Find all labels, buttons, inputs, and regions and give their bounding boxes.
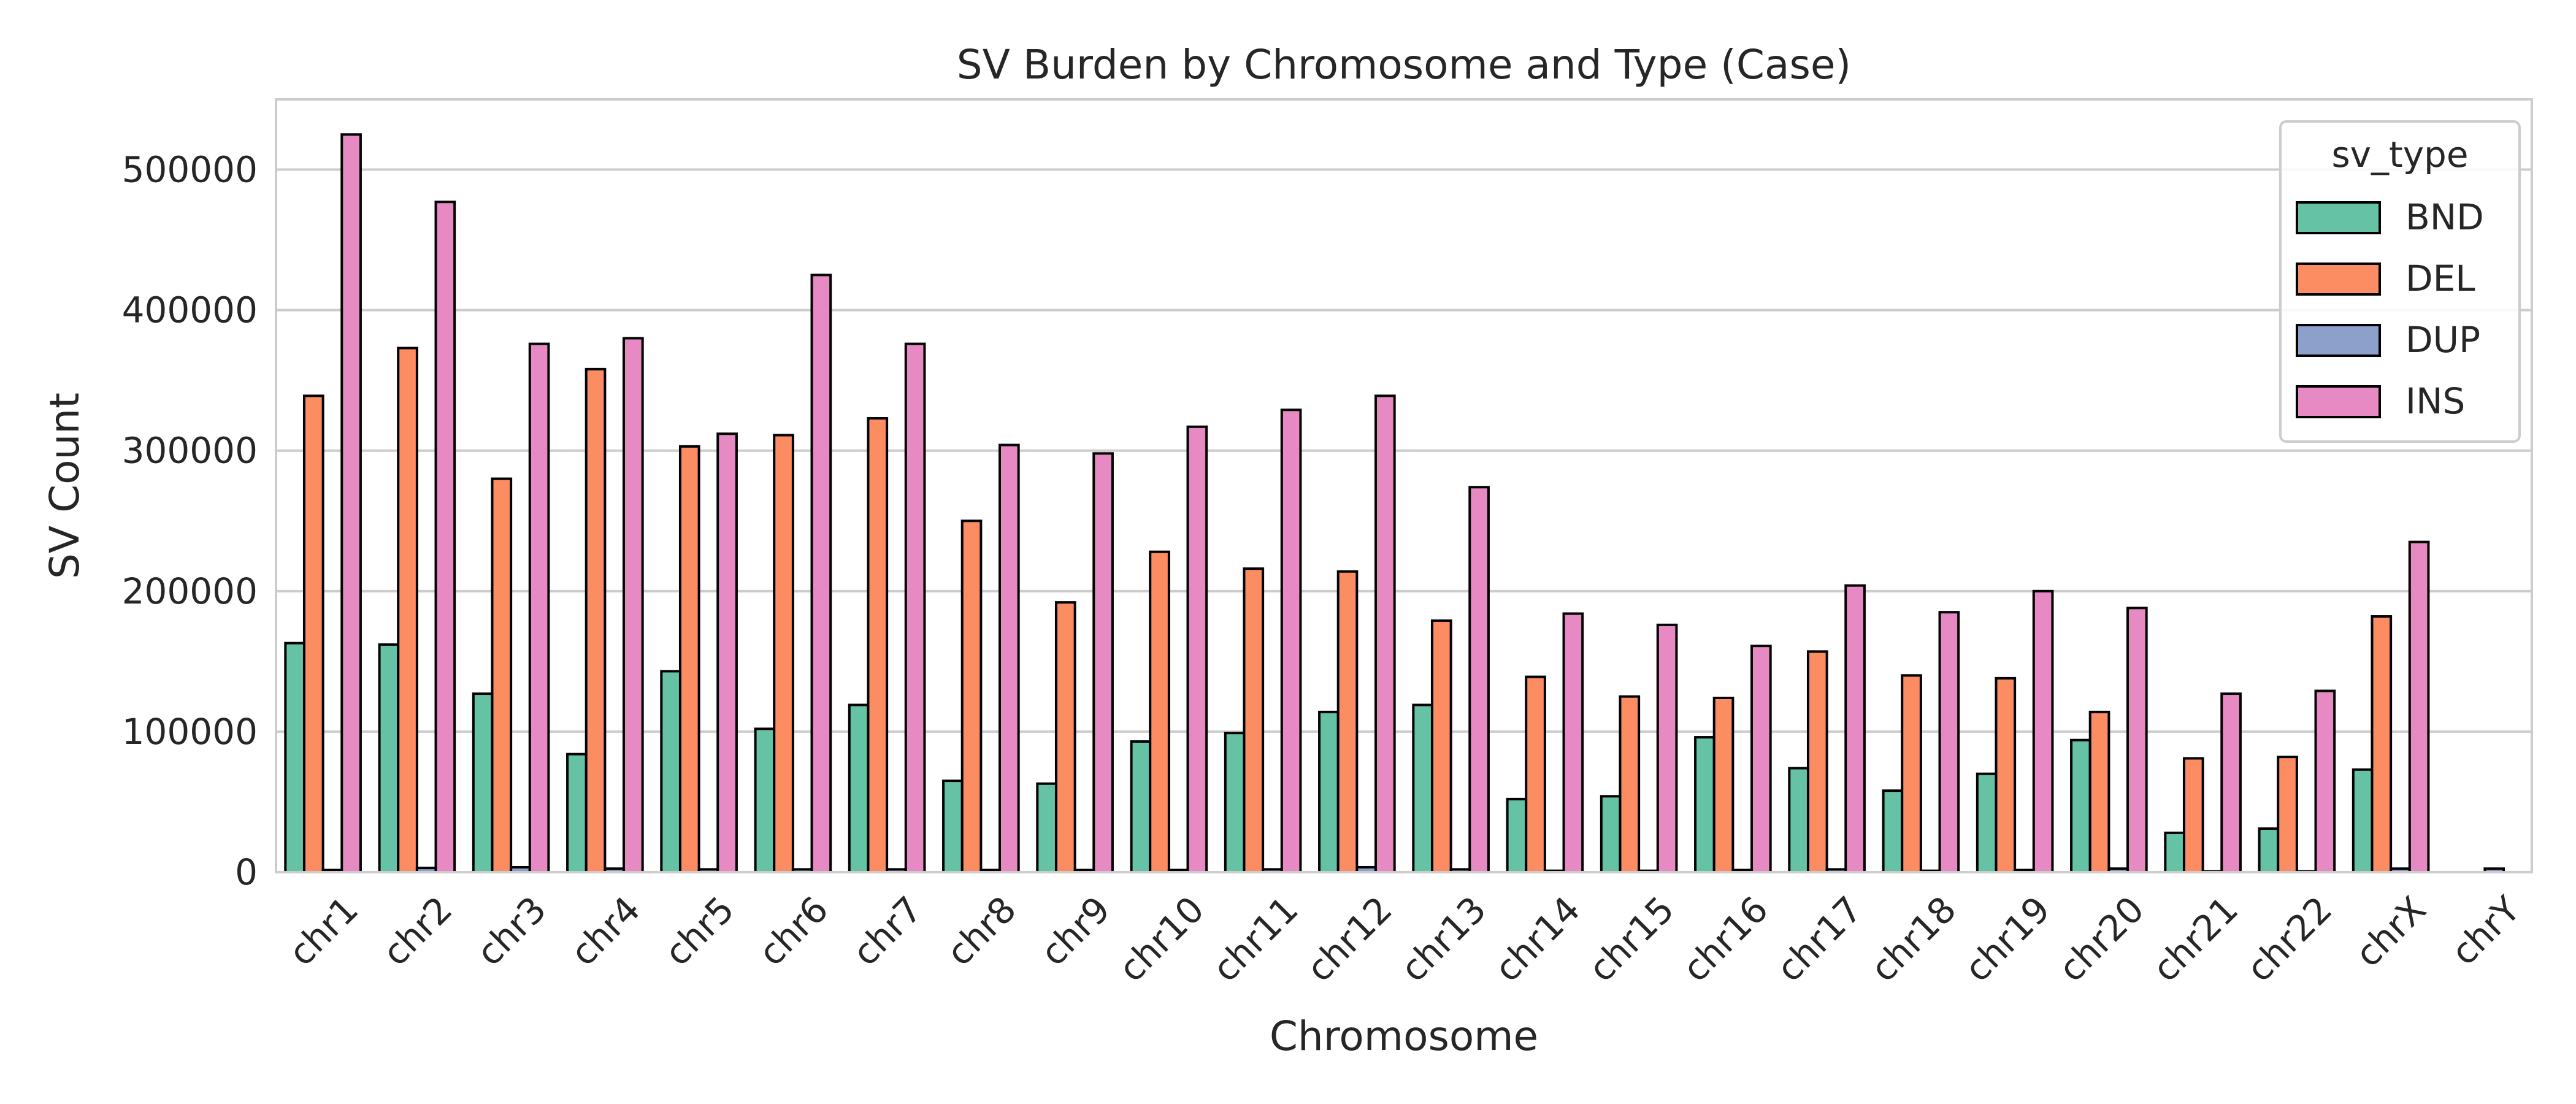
bar-del-chr3 [491,477,513,873]
bar-bnd-chr12 [1318,710,1340,873]
bar-bnd-chr10 [1130,740,1152,873]
bar-bnd-chr21 [2164,831,2185,873]
bar-bnd-chrX [2352,768,2374,874]
bar-ins-chr2 [434,201,456,874]
legend-label-dup: DUP [2405,319,2480,361]
bar-del-chr13 [1430,619,1452,873]
bar-bnd-chr7 [848,703,870,874]
y-tick-label: 300000 [122,430,258,472]
bar-bnd-chr1 [284,642,305,873]
bar-ins-chr5 [716,432,738,873]
plot-frame [275,98,2533,873]
bar-del-chr5 [678,445,700,873]
bar-ins-chr10 [1186,425,1208,873]
legend-title: sv_type [2331,134,2468,175]
bar-ins-chr12 [1374,394,1396,873]
bar-bnd-chr17 [1788,767,1809,874]
bar-del-chr9 [1054,601,1076,873]
y-tick-labels: 0 100000 200000 300000 400000 500000 [122,149,258,893]
bar-del-chr22 [2277,756,2298,874]
bar-del-chr14 [1525,675,1546,873]
bar-del-chr21 [2182,757,2204,874]
legend-items: BND DEL DUP INS [2296,196,2484,422]
bar-bnd-chr15 [1600,795,1622,873]
chart-title: SV Burden by Chromosome and Type (Case) [957,41,1851,88]
bar-ins-chr9 [1092,452,1114,873]
legend-label-ins: INS [2405,380,2465,422]
legend-swatch-ins [2296,385,2381,418]
bar-bnd-chr8 [942,780,964,874]
bar-bnd-chr2 [378,643,400,873]
bar-del-chr4 [585,367,607,873]
bar-ins-chr7 [904,342,926,873]
bar-del-chr18 [1901,674,1922,873]
bar-del-chr17 [1806,650,1828,873]
bar-del-chr8 [960,519,983,873]
bar-del-chr6 [773,434,794,873]
bar-ins-chr18 [1938,611,1960,873]
bar-bnd-chr3 [472,692,494,874]
bar-ins-chr13 [1468,486,1490,873]
bar-del-chr2 [397,347,418,873]
bar-del-chr15 [1619,695,1641,873]
bar-ins-chr8 [999,443,1020,873]
legend-swatch-dup [2296,324,2381,357]
bar-ins-chr20 [2126,607,2148,873]
bar-del-chr10 [1149,550,1170,873]
bar-ins-chr4 [623,337,644,873]
bar-bnd-chr20 [2070,738,2091,873]
bar-bnd-chr19 [1976,772,1998,873]
bar-bnd-chr11 [1224,732,1246,873]
bar-del-chr20 [2088,710,2110,873]
bar-ins-chr6 [810,274,832,873]
legend-swatch-bnd [2296,201,2381,234]
y-tick-label: 200000 [122,570,258,612]
y-tick-label: 500000 [122,149,258,191]
bar-bnd-chr9 [1036,782,1057,873]
bar-bnd-chr13 [1412,703,1433,874]
bar-ins-chr19 [2032,589,2054,873]
bar-bnd-chr6 [754,727,776,873]
bar-del-chr12 [1336,570,1359,874]
bar-bnd-chr4 [566,753,588,873]
bar-del-chr19 [1995,677,2017,873]
bar-bnd-chr18 [1882,789,1904,874]
bar-del-chr7 [867,417,889,873]
bar-del-chr11 [1243,567,1265,873]
y-axis-title: SV Count [41,393,88,579]
bar-bnd-chr5 [660,670,681,874]
bar-del-chrX [2371,615,2393,874]
legend: sv_type BND DEL DUP INS [2279,120,2521,443]
bar-ins-chr22 [2314,689,2336,874]
bar-ins-chr11 [1280,408,1302,873]
bar-bnd-chr14 [1506,797,1528,873]
y-tick-label: 100000 [122,711,258,753]
bar-bnd-chr16 [1694,736,1715,874]
y-tick-label: 400000 [122,289,258,331]
y-tick-label: 0 [235,851,258,893]
bar-del-chr16 [1712,696,1735,873]
bar-ins-chr1 [340,133,362,874]
bar-ins-chr15 [1656,623,1678,873]
bar-ins-chr17 [1844,584,1866,873]
bar-del-chr1 [302,394,324,873]
bar-ins-chr16 [1750,645,1772,874]
bar-ins-chr14 [1562,612,1584,873]
bar-ins-chrX [2408,540,2430,873]
bar-ins-chr3 [528,342,550,873]
bar-bnd-chr22 [2258,827,2280,873]
x-axis-title: Chromosome [1270,1013,1538,1060]
legend-swatch-del [2296,263,2381,296]
legend-label-del: DEL [2405,258,2475,299]
bar-ins-chr21 [2220,692,2242,874]
legend-label-bnd: BND [2405,196,2484,238]
